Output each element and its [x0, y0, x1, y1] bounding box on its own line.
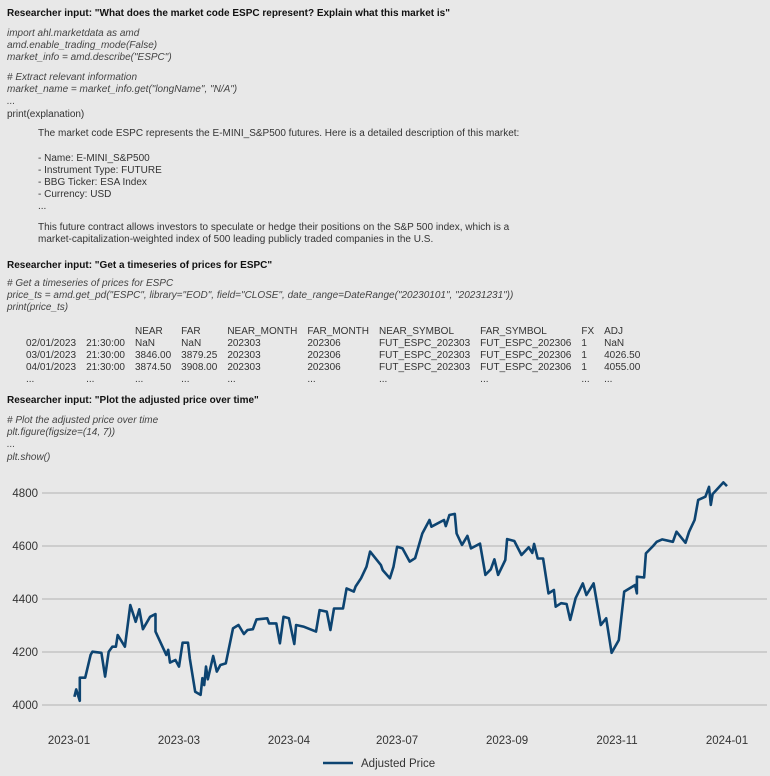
code-ellipsis: ...	[7, 96, 16, 107]
price-table: NEAR FAR NEAR_MONTH FAR_MONTH NEAR_SYMBOL FAR…	[26, 326, 640, 386]
table-cell: ...	[135, 374, 144, 385]
table-cell: FUT_ESPC_202306	[480, 362, 572, 373]
y-tick-label: 4000	[12, 700, 38, 712]
code-line: market_info = amd.describe("ESPC")	[7, 52, 172, 63]
code-ellipsis: ...	[7, 439, 16, 450]
table-cell: 21:30:00	[86, 338, 125, 349]
code-line: price_ts = amd.get_pd("ESPC", library="E…	[7, 290, 514, 301]
table-cell: NaN	[604, 338, 625, 349]
output-line: The market code ESPC represents the E-MI…	[38, 128, 520, 139]
table-cell: FAR_MONTH	[307, 326, 369, 337]
table-cell: 202306	[307, 362, 341, 373]
code-line: market_name = market_info.get("longName"…	[7, 84, 238, 95]
table-cell: 21:30:00	[86, 350, 125, 361]
table-cell: 3846.00	[135, 350, 172, 361]
table-cell: NaN	[135, 338, 156, 349]
table-cell: 4026.50	[604, 350, 641, 361]
x-tick-label: 2023-03	[158, 735, 200, 747]
output-line: - Currency: USD	[38, 189, 112, 200]
table-cell: ...	[480, 374, 489, 385]
code-line: print(explanation)	[7, 109, 85, 120]
table-cell: 03/01/2023	[26, 350, 77, 361]
table-cell: FUT_ESPC_202303	[379, 362, 471, 373]
x-tick-label: 2023-04	[268, 735, 311, 747]
legend-label: Adjusted Price	[361, 758, 435, 770]
output-line: ...	[38, 201, 47, 212]
table-cell: NEAR_SYMBOL	[379, 326, 455, 337]
table-cell: ...	[379, 374, 388, 385]
table-cell: FUT_ESPC_202303	[379, 338, 471, 349]
code-line: import ahl.marketdata as amd	[7, 28, 140, 39]
table-cell: FUT_ESPC_202306	[480, 350, 572, 361]
output-line: - BBG Ticker: ESA Index	[38, 177, 147, 188]
table-cell: 3874.50	[135, 362, 172, 373]
y-tick-label: 4200	[12, 647, 38, 659]
table-cell: ...	[181, 374, 190, 385]
code-comment: # Extract relevant information	[7, 72, 138, 83]
table-cell: ADJ	[604, 326, 624, 337]
table-cell: 202306	[307, 338, 341, 349]
table-cell: 02/01/2023	[26, 338, 77, 349]
output-line: This future contract allows investors to…	[38, 222, 510, 233]
code-comment: # Get a timeseries of prices for ESPC	[7, 278, 174, 289]
y-tick-label: 4800	[12, 488, 38, 500]
table-cell: NEAR_MONTH	[227, 326, 298, 337]
table-cell: 4055.00	[604, 362, 641, 373]
researcher-input-2: Researcher input: "Get a timeseries of p…	[7, 260, 273, 271]
table-cell: 3908.00	[181, 362, 218, 373]
code-line: amd.enable_trading_mode(False)	[7, 40, 158, 51]
x-tick-label: 2023-09	[486, 735, 528, 747]
table-cell: 3879.25	[181, 350, 218, 361]
table-cell: 1	[581, 338, 587, 349]
series-line-adjusted-price	[73, 481, 728, 703]
table-cell: 21:30:00	[86, 362, 125, 373]
output-line: - Instrument Type: FUTURE	[38, 165, 162, 176]
table-cell: 202303	[227, 350, 261, 361]
table-cell: NEAR	[135, 326, 163, 337]
table-cell: ...	[604, 374, 613, 385]
table-cell: ...	[227, 374, 236, 385]
x-tick-label: 2023-07	[376, 735, 418, 747]
output-line: - Name: E-MINI_S&P500	[38, 153, 150, 164]
table-cell: ...	[26, 374, 35, 385]
table-cell: 202306	[307, 350, 341, 361]
table-cell: FUT_ESPC_202306	[480, 338, 572, 349]
table-cell: FUT_ESPC_202303	[379, 350, 471, 361]
x-tick-label: 2023-11	[596, 735, 637, 747]
code-line: plt.show()	[7, 452, 51, 463]
code-comment: # Plot the adjusted price over time	[7, 415, 159, 426]
table-cell: 202303	[227, 362, 261, 373]
table-cell: 1	[581, 350, 587, 361]
table-cell: ...	[581, 374, 590, 385]
table-cell: FAR_SYMBOL	[480, 326, 547, 337]
y-tick-label: 4600	[12, 541, 38, 553]
table-cell: FAR	[181, 326, 201, 337]
y-tick-label: 4400	[12, 594, 38, 606]
table-cell: 202303	[227, 338, 261, 349]
x-tick-label: 2024-01	[706, 735, 748, 747]
table-cell: NaN	[181, 338, 202, 349]
output-line: market-capitalization-weighted index of …	[38, 234, 434, 245]
x-tick-label: 2023-01	[48, 735, 90, 747]
researcher-input-1: Researcher input: "What does the market …	[7, 8, 450, 19]
code-line: plt.figure(figsize=(14, 7))	[7, 427, 116, 438]
table-cell: 1	[581, 362, 587, 373]
researcher-input-3: Researcher input: "Plot the adjusted pri…	[7, 395, 259, 406]
table-cell: ...	[307, 374, 316, 385]
table-cell: ...	[86, 374, 95, 385]
code-line: print(price_ts)	[7, 302, 69, 313]
table-cell: FX	[581, 326, 595, 337]
table-cell: 04/01/2023	[26, 362, 77, 373]
